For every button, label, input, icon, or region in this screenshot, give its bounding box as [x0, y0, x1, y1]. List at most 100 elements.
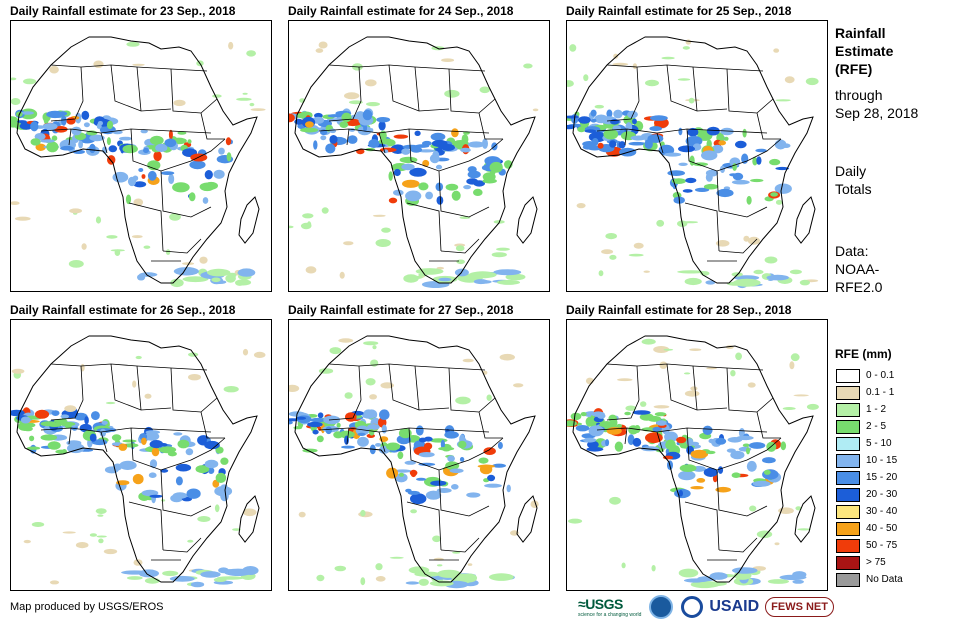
rainfall-patch	[724, 136, 729, 141]
rainfall-patch	[659, 361, 668, 369]
legend: 0 - 0.1 0.1 - 1 1 - 2 2 - 5 5 - 10 10 - 15 15 …	[836, 367, 903, 588]
rainfall-patch	[183, 267, 195, 276]
rainfall-patch	[216, 576, 244, 580]
rainfall-patch	[186, 488, 201, 499]
rainfall-patch	[212, 94, 222, 98]
legend-label: 20 - 30	[866, 489, 898, 500]
country-border	[718, 537, 758, 553]
rainfall-patch	[750, 178, 764, 183]
rainfall-patch	[405, 488, 412, 493]
rainfall-patch	[643, 270, 650, 273]
rainfall-patch	[62, 531, 76, 534]
rainfall-patch	[684, 277, 702, 286]
rainfall-patch	[632, 63, 637, 69]
rainfall-patch	[613, 109, 623, 119]
rainfall-patch	[588, 425, 604, 437]
madagascar-outline	[516, 495, 538, 543]
rainfall-patch	[110, 249, 125, 252]
legend-label: 1 - 2	[866, 404, 887, 415]
rainfall-patch	[653, 405, 670, 409]
rainfall-patch	[226, 152, 232, 162]
rainfall-patch	[650, 115, 668, 121]
rainfall-patch	[188, 192, 196, 202]
rainfall-patch	[682, 189, 693, 193]
country-border	[50, 365, 84, 421]
rainfall-patch	[716, 188, 734, 198]
rainfall-patch	[91, 411, 100, 421]
rainfall-patch	[478, 457, 489, 464]
rainfall-patch	[108, 145, 118, 153]
rainfall-patch	[715, 240, 730, 247]
rainfall-patch	[122, 144, 138, 154]
rainfall-patch	[173, 432, 183, 436]
rainfall-patch	[436, 564, 443, 567]
rainfall-patch	[30, 121, 39, 132]
rainfall-patch	[473, 188, 483, 196]
rainfall-patch	[71, 126, 82, 136]
rainfall-patch	[95, 508, 107, 514]
rainfall-patch	[40, 139, 55, 143]
rainfall-patch	[321, 207, 329, 214]
rainfall-patch	[83, 122, 90, 128]
rainfall-patch	[173, 99, 186, 107]
rainfall-patch	[756, 156, 762, 165]
rainfall-patch	[204, 170, 213, 180]
country-border	[478, 411, 503, 439]
rainfall-patch	[289, 225, 294, 229]
rainfall-patch	[590, 118, 597, 123]
rainfall-patch	[367, 424, 380, 430]
rainfall-patch	[399, 472, 404, 477]
rainfall-patch	[729, 173, 738, 177]
rainfall-patch	[677, 270, 705, 274]
rainfall-patch	[253, 351, 266, 358]
country-border	[606, 365, 640, 421]
legend-swatch	[836, 487, 860, 502]
rainfall-patch	[696, 478, 706, 483]
rainfall-patch	[715, 437, 727, 445]
rainfall-patch	[429, 580, 454, 587]
legend-item: 30 - 40	[836, 503, 903, 520]
rainfall-patch	[775, 199, 783, 205]
rainfall-patch	[688, 97, 695, 104]
rainfall-patch	[410, 509, 417, 514]
rainfall-patch	[789, 361, 795, 370]
rainfall-patch	[375, 443, 382, 447]
rainfall-patch	[14, 216, 31, 221]
rainfall-patch	[436, 196, 444, 205]
rainfall-patch	[187, 539, 194, 543]
rainfall-patch	[640, 401, 647, 407]
rainfall-patch	[99, 428, 107, 437]
rainfall-patch	[151, 447, 160, 457]
rainfall-patches	[289, 338, 539, 589]
rainfall-patch	[138, 168, 144, 172]
rainfall-patch	[591, 138, 599, 146]
rainfall-patch	[678, 127, 683, 136]
rainfall-patch	[715, 486, 731, 493]
rainfall-patch	[305, 121, 314, 128]
rainfall-patch	[613, 53, 619, 59]
country-border	[440, 238, 480, 254]
legend-label: 2 - 5	[866, 421, 887, 432]
rainfall-patch	[169, 213, 181, 221]
rainfall-patch	[75, 542, 89, 549]
rainfall-patch	[621, 562, 626, 569]
rainfall-patch	[438, 277, 452, 282]
rainfall-patch	[289, 420, 293, 425]
africa-rainfall-map	[567, 335, 819, 589]
rainfall-patch	[131, 235, 143, 239]
rainfall-patch	[789, 269, 802, 275]
rainfall-patch	[425, 191, 433, 200]
rainfall-patch	[474, 280, 492, 284]
rainfall-patch	[60, 414, 70, 419]
rainfall-patch	[355, 425, 370, 436]
rainfall-patch	[47, 125, 54, 131]
rainfall-patch	[368, 139, 380, 148]
rainfall-patch	[66, 117, 76, 125]
panel-title: Daily Rainfall estimate for 25 Sep., 201…	[566, 4, 792, 18]
rainfall-patch	[223, 386, 239, 393]
rainfall-patch	[68, 260, 84, 268]
panel-title: Daily Rainfall estimate for 28 Sep., 201…	[566, 303, 792, 317]
rainfall-patch	[612, 62, 629, 66]
rainfall-patch	[663, 348, 674, 351]
rainfall-patch	[101, 420, 108, 425]
